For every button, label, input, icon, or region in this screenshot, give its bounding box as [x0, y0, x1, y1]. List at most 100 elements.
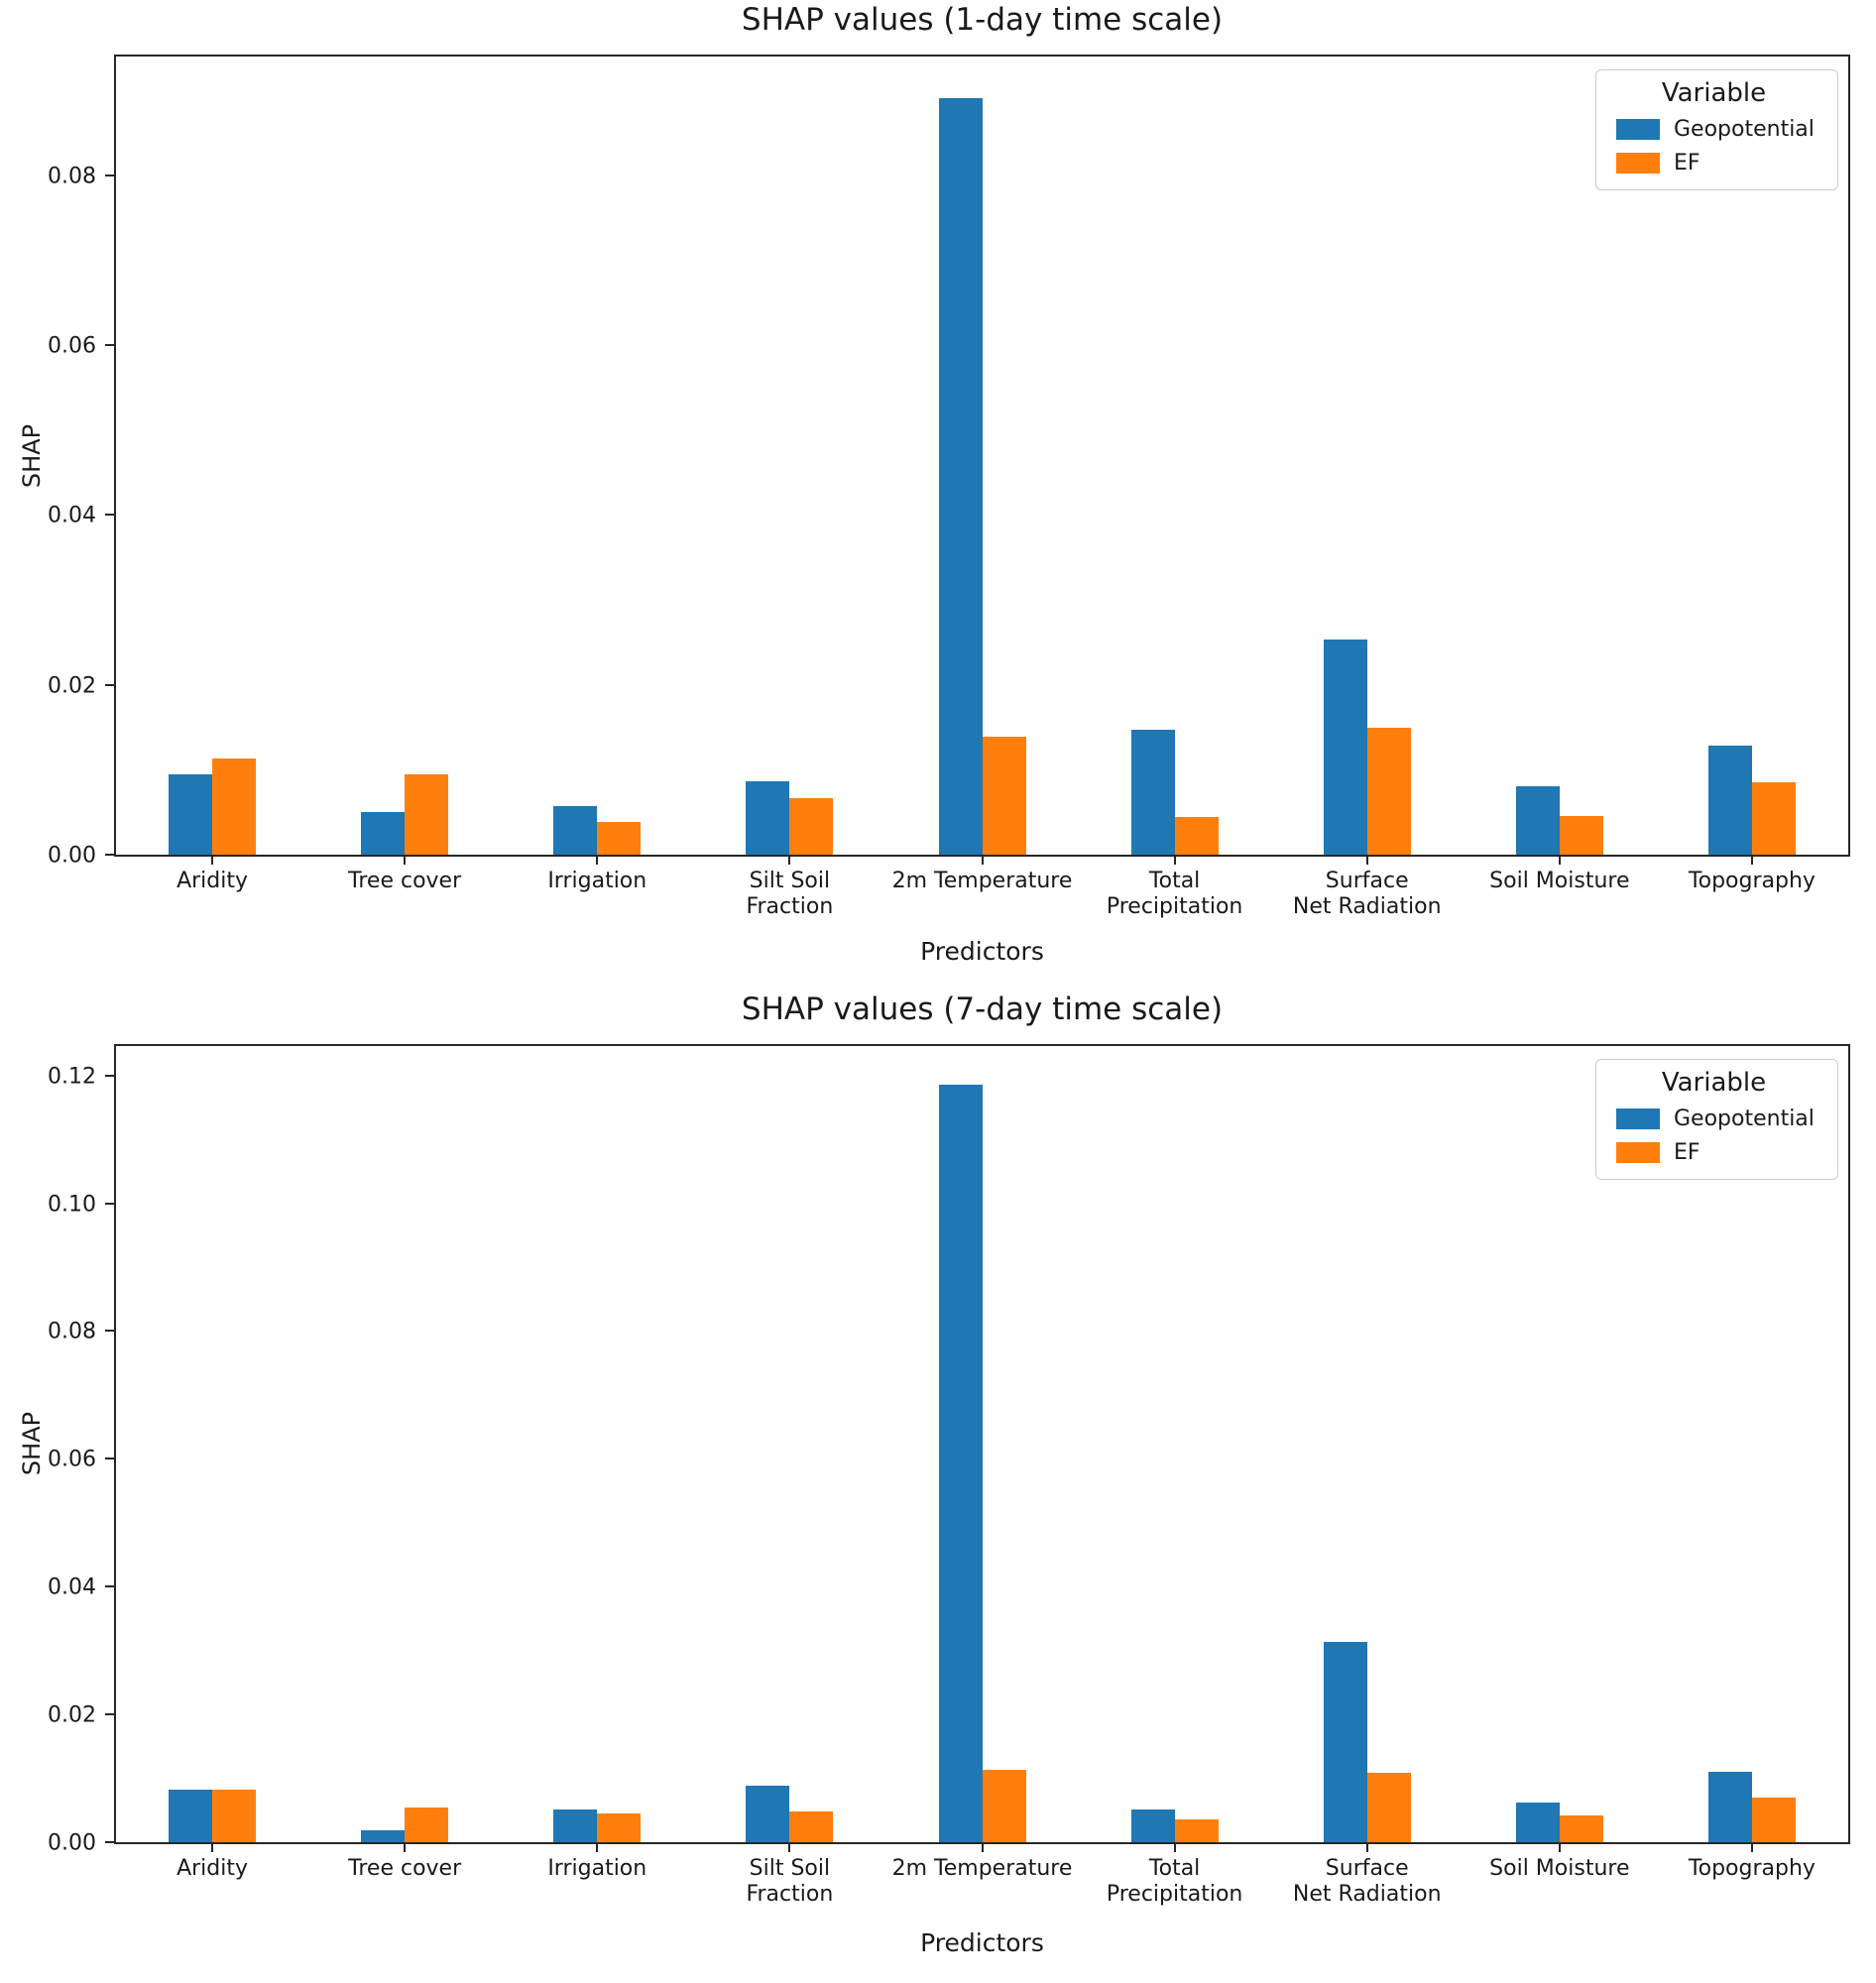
x-tick-label: Total Precipitation: [1106, 1856, 1243, 1908]
legend-title: Variable: [1661, 1068, 1767, 1098]
x-tick-mark: [1365, 855, 1368, 865]
x-tick-label: Soil Moisture: [1489, 869, 1630, 893]
x-tick-mark: [596, 1842, 599, 1852]
x-tick-mark: [981, 1842, 984, 1852]
y-tick-mark: [105, 854, 116, 856]
bar-geopotential-9: [1707, 1772, 1752, 1842]
bar-ef-6: [1174, 1819, 1219, 1842]
bar-geopotential-1: [169, 1789, 213, 1842]
x-tick-mark: [788, 855, 791, 865]
y-tick-label: 0.12: [48, 1064, 96, 1090]
x-tick-mark: [211, 1842, 214, 1852]
x-tick-label: Aridity: [176, 1856, 249, 1881]
bar-ef-9: [1751, 782, 1796, 855]
x-tick-label: Topography: [1688, 1856, 1816, 1881]
bar-geopotential-8: [1515, 1803, 1560, 1842]
bar-geopotential-7: [1323, 1642, 1367, 1842]
y-axis-label: SHAP: [18, 423, 46, 489]
bar-geopotential-9: [1707, 746, 1752, 855]
bar-geopotential-3: [553, 1808, 598, 1842]
bar-geopotential-5: [938, 1084, 983, 1842]
legend: Variable Geopotential EF: [1595, 69, 1838, 190]
bar-ef-4: [789, 1811, 834, 1842]
bar-ef-8: [1559, 1814, 1603, 1842]
bar-geopotential-5: [938, 97, 983, 855]
y-tick-mark: [105, 683, 116, 686]
bar-geopotential-7: [1323, 640, 1367, 855]
x-tick-mark: [1750, 1842, 1753, 1852]
x-tick-label: Silt Soil Fraction: [746, 869, 834, 920]
y-tick-mark: [105, 174, 116, 176]
bar-ef-2: [405, 1807, 449, 1842]
x-tick-label: Tree cover: [348, 1856, 462, 1881]
bar-geopotential-8: [1515, 785, 1560, 855]
x-tick-mark: [596, 855, 599, 865]
bar-geopotential-4: [746, 1785, 790, 1842]
x-tick-label: 2m Temperature: [891, 869, 1073, 893]
x-tick-label: Surface Net Radiation: [1292, 1856, 1442, 1908]
y-tick-label: 0.08: [48, 1319, 96, 1344]
legend-entry-geopotential: Geopotential: [1612, 1107, 1816, 1131]
x-tick-mark: [1750, 855, 1753, 865]
y-tick-label: 0.02: [48, 1702, 96, 1728]
y-tick-mark: [105, 1074, 116, 1077]
bar-ef-7: [1366, 1772, 1411, 1842]
bar-ef-5: [982, 1770, 1026, 1842]
x-tick-mark: [404, 1842, 407, 1852]
y-tick-label: 0.10: [48, 1192, 96, 1218]
x-axis-label: Predictors: [920, 937, 1044, 966]
x-tick-mark: [1558, 1842, 1561, 1852]
bar-ef-8: [1559, 815, 1603, 855]
chart-title: SHAP values (1-day time scale): [741, 2, 1224, 38]
x-tick-label: Silt Soil Fraction: [746, 1856, 834, 1908]
legend-label: EF: [1674, 151, 1700, 175]
x-tick-label: Surface Net Radiation: [1292, 869, 1442, 920]
y-tick-label: 0.04: [48, 1575, 96, 1600]
x-tick-label: Irrigation: [547, 869, 647, 893]
y-tick-mark: [105, 1202, 116, 1205]
bar-ef-3: [597, 822, 642, 855]
x-tick-mark: [1173, 855, 1176, 865]
geopotential-swatch: [1616, 119, 1660, 140]
bar-geopotential-3: [553, 806, 598, 855]
bar-geopotential-6: [1130, 730, 1175, 855]
x-tick-label: 2m Temperature: [891, 1856, 1073, 1881]
x-tick-mark: [1558, 855, 1561, 865]
legend-entry-ef: EF: [1612, 151, 1816, 175]
bar-ef-7: [1366, 727, 1411, 855]
bar-ef-5: [982, 736, 1026, 855]
bar-ef-1: [212, 1789, 257, 1842]
y-tick-label: 0.00: [48, 1830, 96, 1856]
y-tick-mark: [105, 1585, 116, 1588]
y-tick-label: 0.06: [48, 1447, 96, 1472]
y-tick-label: 0.00: [48, 843, 96, 869]
chart-panel-7day: SHAP values (7-day time scale) SHAP 0.00…: [0, 992, 1876, 1983]
ef-swatch: [1616, 1142, 1660, 1163]
y-tick-label: 0.04: [48, 503, 96, 528]
bar-ef-9: [1751, 1797, 1796, 1842]
y-tick-label: 0.02: [48, 673, 96, 699]
x-tick-mark: [788, 1842, 791, 1852]
ef-swatch: [1616, 153, 1660, 174]
plot-area: 0.00 0.02 0.04 0.06 0.08 Aridity Tree cover Irr…: [48, 55, 1850, 919]
bar-ef-2: [405, 773, 449, 855]
y-tick-mark: [105, 344, 116, 347]
x-tick-mark: [1173, 1842, 1176, 1852]
y-tick-mark: [105, 1330, 116, 1333]
bar-ef-6: [1174, 817, 1219, 855]
x-axis-label: Predictors: [920, 1928, 1044, 1957]
legend-label: Geopotential: [1674, 1107, 1815, 1131]
bar-geopotential-2: [361, 1829, 406, 1842]
x-tick-label: Irrigation: [547, 1856, 647, 1881]
plot-area: 0.00 0.02 0.04 0.06 0.08 0.10 0.12 Aridity Tree …: [48, 1044, 1850, 1907]
y-tick-label: 0.06: [48, 333, 96, 359]
x-tick-label: Topography: [1688, 869, 1816, 893]
legend: Variable Geopotential EF: [1595, 1059, 1838, 1180]
y-tick-mark: [105, 1841, 116, 1843]
legend-label: Geopotential: [1674, 117, 1815, 142]
x-tick-label: Total Precipitation: [1106, 869, 1243, 920]
x-tick-mark: [1365, 1842, 1368, 1852]
x-tick-mark: [404, 855, 407, 865]
bar-geopotential-2: [361, 812, 406, 855]
y-tick-mark: [105, 514, 116, 517]
